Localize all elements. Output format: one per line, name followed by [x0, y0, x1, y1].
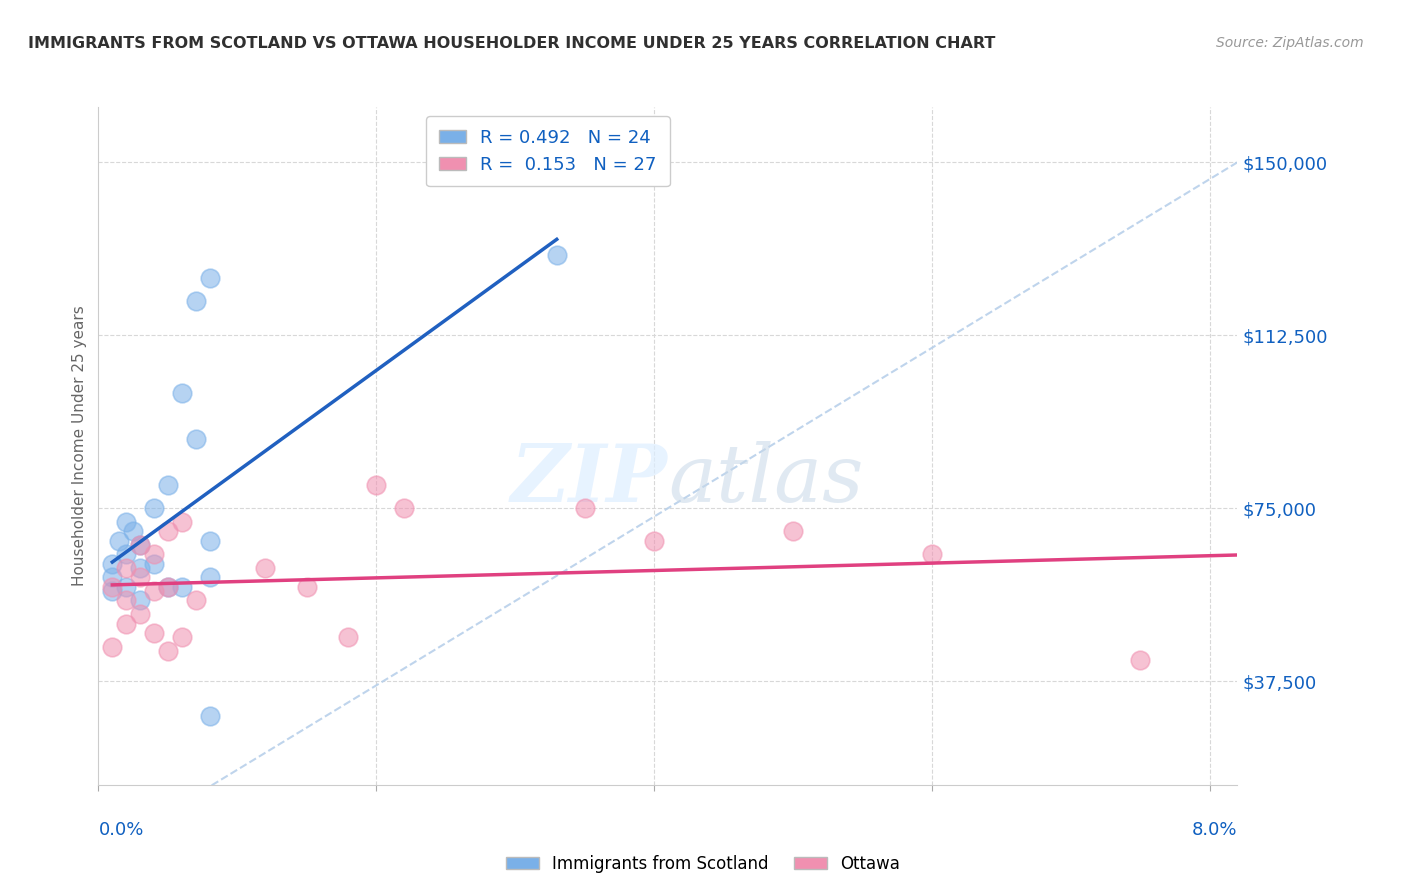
Point: [574, 501, 596, 516]
Point: [129, 570, 152, 584]
Point: [643, 533, 665, 548]
Point: [143, 584, 166, 599]
Point: [366, 478, 388, 492]
Y-axis label: Householder Income Under 25 years: Householder Income Under 25 years: [72, 306, 87, 586]
Point: [782, 524, 804, 539]
Point: [129, 538, 152, 552]
Point: [143, 625, 166, 640]
Point: [156, 478, 179, 492]
Point: [129, 593, 152, 607]
Point: [115, 561, 138, 575]
Point: [170, 515, 193, 529]
Point: [156, 524, 179, 539]
Point: [129, 561, 152, 575]
Point: [254, 561, 277, 575]
Point: [101, 580, 124, 594]
Point: [156, 580, 179, 594]
Point: [129, 538, 152, 552]
Point: [115, 580, 138, 594]
Point: [546, 247, 568, 261]
Point: [198, 708, 221, 723]
Text: IMMIGRANTS FROM SCOTLAND VS OTTAWA HOUSEHOLDER INCOME UNDER 25 YEARS CORRELATION: IMMIGRANTS FROM SCOTLAND VS OTTAWA HOUSE…: [28, 36, 995, 51]
Point: [101, 570, 124, 584]
Point: [295, 580, 318, 594]
Point: [115, 515, 138, 529]
Point: [170, 631, 193, 645]
Point: [198, 570, 221, 584]
Point: [143, 557, 166, 571]
Point: [143, 501, 166, 516]
Point: [921, 547, 943, 561]
Point: [1129, 653, 1152, 667]
Point: [198, 533, 221, 548]
Point: [184, 293, 207, 308]
Point: [101, 640, 124, 654]
Legend: R = 0.492   N = 24, R =  0.153   N = 27: R = 0.492 N = 24, R = 0.153 N = 27: [426, 116, 669, 186]
Text: 0.0%: 0.0%: [98, 821, 143, 838]
Point: [115, 616, 138, 631]
Point: [122, 524, 145, 539]
Point: [170, 580, 193, 594]
Text: atlas: atlas: [668, 442, 863, 518]
Point: [101, 584, 124, 599]
Point: [108, 533, 131, 548]
Point: [392, 501, 415, 516]
Point: [184, 432, 207, 446]
Point: [101, 557, 124, 571]
Point: [184, 593, 207, 607]
Text: 8.0%: 8.0%: [1192, 821, 1237, 838]
Point: [143, 547, 166, 561]
Point: [170, 386, 193, 401]
Point: [129, 607, 152, 622]
Point: [337, 631, 360, 645]
Legend: Immigrants from Scotland, Ottawa: Immigrants from Scotland, Ottawa: [499, 848, 907, 880]
Point: [156, 580, 179, 594]
Text: ZIP: ZIP: [510, 442, 668, 518]
Text: Source: ZipAtlas.com: Source: ZipAtlas.com: [1216, 36, 1364, 50]
Point: [156, 644, 179, 658]
Point: [198, 270, 221, 285]
Point: [115, 547, 138, 561]
Point: [115, 593, 138, 607]
